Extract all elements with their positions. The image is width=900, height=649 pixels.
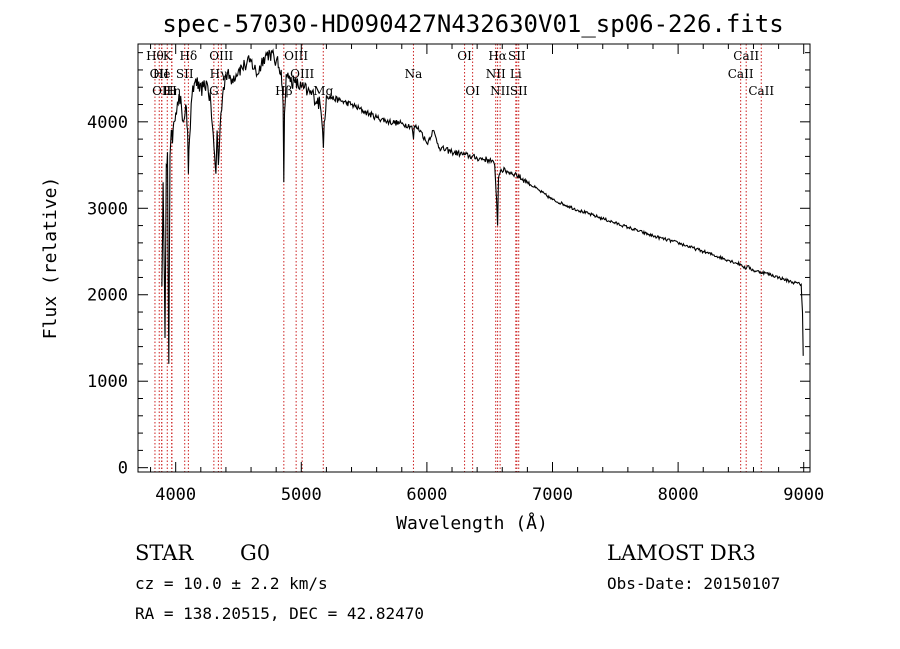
line-label-15: Mg [313, 84, 333, 98]
observation-date: Obs-Date: 20150107 [607, 574, 780, 593]
redshift-cz: cz = 10.0 ± 2.2 km/s [135, 574, 328, 593]
plot-frame [137, 43, 811, 473]
line-label-19: NII [486, 67, 506, 81]
line-label-3: K [163, 49, 173, 63]
x-tick-label-5: 9000 [783, 485, 824, 505]
x-tick-label-4: 8000 [658, 485, 699, 505]
spectrum-line [161, 48, 804, 364]
line-label-17: OI [457, 49, 472, 63]
y-axis-label: Flux (relative) [40, 177, 61, 340]
y-tick-label-1: 1000 [87, 372, 128, 392]
y-tick-label-0: 0 [118, 459, 128, 479]
y-axis: 0 1000 2000 3000 4000 [87, 52, 810, 479]
line-label-16: Na [405, 67, 423, 81]
line-label-6: H [166, 84, 176, 98]
line-label-12: Hβ [275, 84, 292, 98]
line-label-21: NII [490, 84, 510, 98]
y-tick-label-2: 2000 [87, 286, 128, 306]
line-label-7: SII [176, 67, 194, 81]
x-tick-label-0: 4000 [155, 485, 196, 505]
x-tick-label-2: 6000 [406, 485, 447, 505]
line-label-0: Hθ [146, 49, 164, 63]
line-label-23: SII [508, 49, 526, 63]
x-axis: 4000 5000 6000 7000 8000 9000 [150, 44, 824, 505]
x-tick-label-3: 7000 [532, 485, 573, 505]
y-tick-label-3: 3000 [87, 199, 128, 219]
line-label-22: Li [510, 67, 522, 81]
coordinates: RA = 138.20515, DEC = 42.82470 [135, 604, 424, 623]
object-type: STAR [135, 541, 194, 565]
spectral-line-markers [154, 44, 762, 472]
line-label-4: He [153, 67, 171, 81]
y-tick-label-4: 4000 [87, 113, 128, 133]
line-label-11: G [209, 84, 219, 98]
line-label-8: Hδ [180, 49, 198, 63]
line-label-5: Hη [163, 84, 181, 98]
line-label-9: Hγ [210, 67, 228, 81]
x-axis-label: Wavelength (Å) [396, 512, 548, 534]
line-label-26: CaII [733, 49, 759, 63]
line-label-2: OII [152, 84, 172, 98]
x-tick-label-1: 5000 [281, 485, 322, 505]
line-label-18: OI [465, 84, 480, 98]
line-label-24: SII [510, 84, 528, 98]
line-label-25: CaII [728, 67, 754, 81]
chart-title: spec-57030-HD090427N432630V01_sp06-226.f… [162, 10, 783, 38]
line-label-1: OII [150, 67, 170, 81]
line-label-20: Hα [488, 49, 507, 63]
spectral-subclass: G0 [240, 541, 270, 565]
line-label-27: CaII [748, 84, 774, 98]
line-label-13: OIII [284, 49, 308, 63]
line-label-10: OIII [209, 49, 233, 63]
survey-name: LAMOST DR3 [607, 541, 756, 565]
